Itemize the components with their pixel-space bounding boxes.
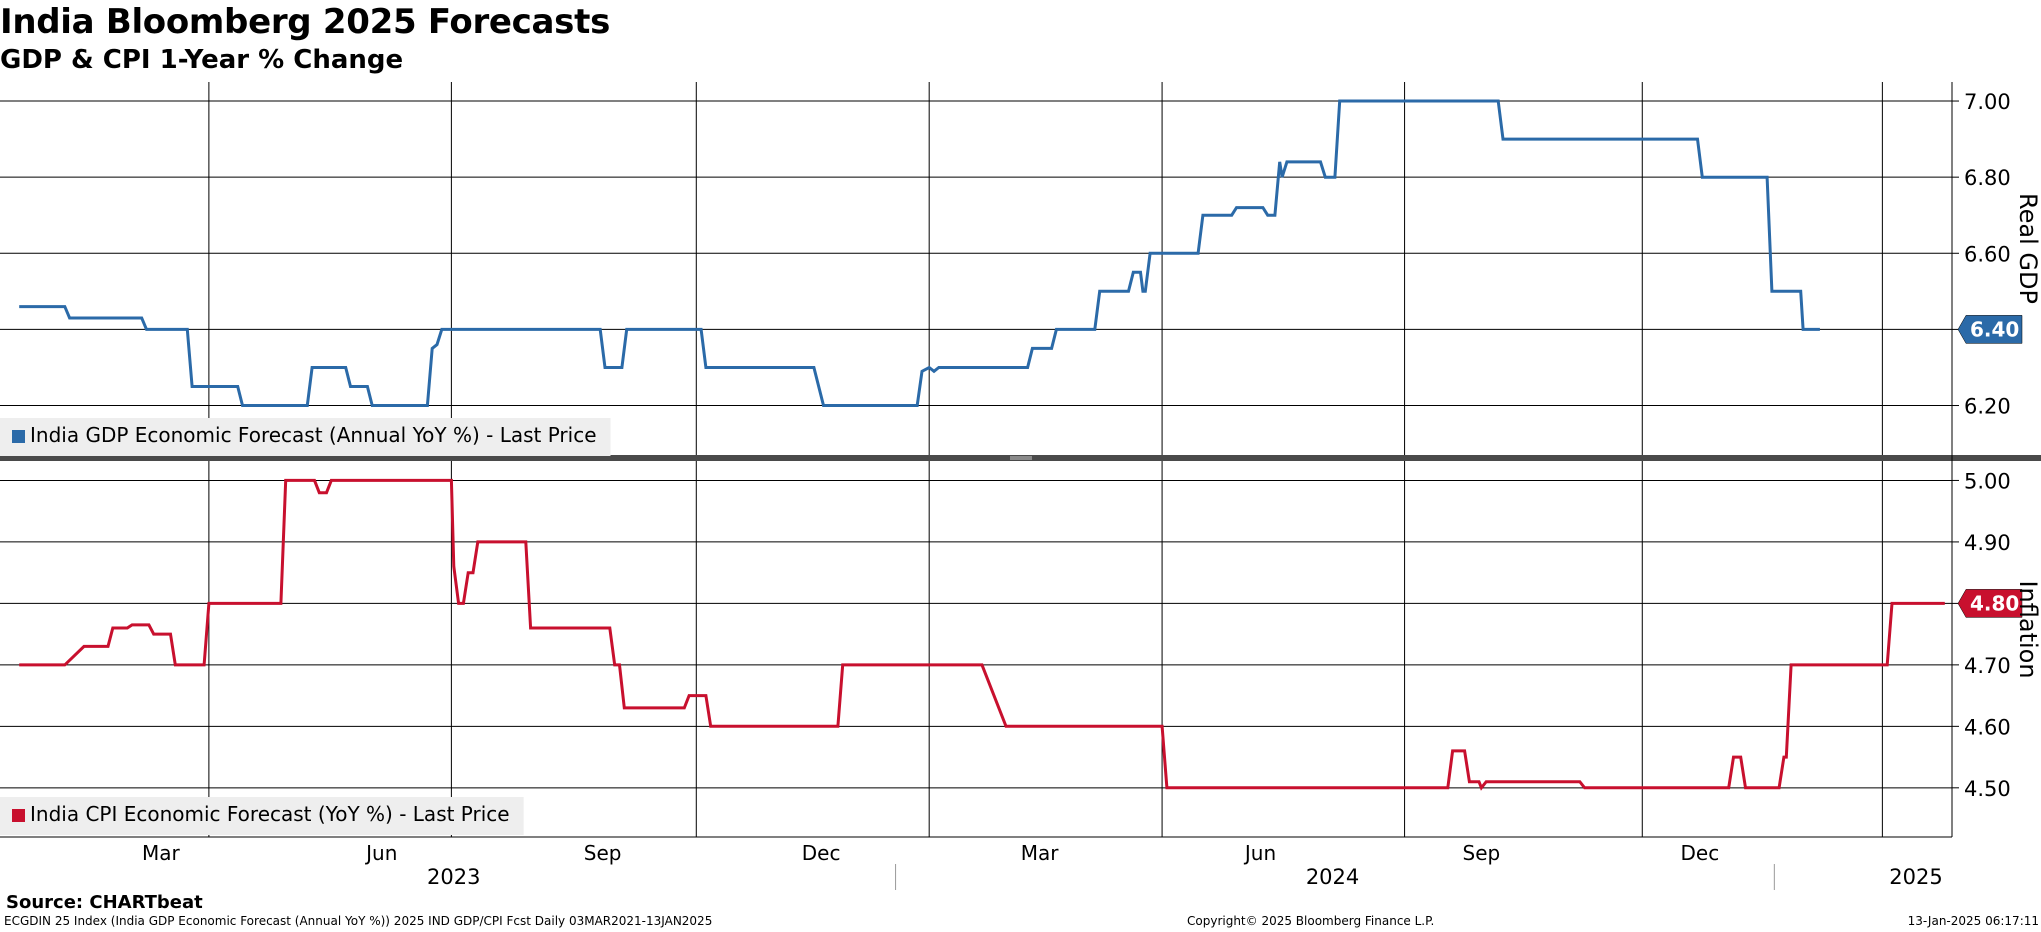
x-month-label-4: Mar (1021, 841, 1060, 865)
last-value-label-0: 6.40 (1970, 317, 2019, 341)
y-axis-title-0: Real GDP (2014, 193, 2041, 304)
legend-label-0: India GDP Economic Forecast (Annual YoY … (30, 423, 597, 447)
x-month-label-7: Dec (1681, 841, 1720, 865)
x-month-label-5: Jun (1243, 841, 1276, 865)
legend-swatch-0 (12, 430, 25, 443)
x-year-label-0: 2023 (427, 865, 480, 889)
legend-1: India CPI Economic Forecast (YoY %) - La… (0, 797, 524, 835)
x-month-label-3: Dec (802, 841, 841, 865)
last-value-badge-0 (1957, 315, 2023, 344)
legend-0: India GDP Economic Forecast (Annual YoY … (0, 418, 611, 456)
series-line-0-0 (19, 99, 1820, 407)
y-tick-label-1-4: 4.90 (1964, 531, 2011, 555)
source-note: Source: CHARTbeat (6, 892, 203, 913)
y-tick-label-1-5: 5.00 (1964, 469, 2011, 493)
y-tick-label-0-4: 7.00 (1964, 90, 2011, 114)
x-year-label-1: 2024 (1306, 865, 1359, 889)
legend-swatch-1 (12, 809, 25, 822)
panel-divider-handle (1010, 456, 1032, 460)
footer-description: ECGDIN 25 Index (India GDP Economic Fore… (4, 914, 713, 928)
legend-background-0 (0, 418, 611, 456)
x-month-label-2: Sep (584, 841, 622, 865)
legend-background-1 (0, 797, 524, 835)
y-tick-label-0-0: 6.20 (1964, 395, 2011, 419)
x-month-label-1: Jun (364, 841, 397, 865)
footer-copyright: Copyright© 2025 Bloomberg Finance L.P. (1187, 914, 1435, 928)
legend-label-1: India CPI Economic Forecast (YoY %) - La… (30, 802, 510, 826)
y-tick-label-1-0: 4.50 (1964, 777, 2011, 801)
chart-subtitle: GDP & CPI 1-Year % Change (0, 45, 404, 75)
x-month-label-0: Mar (142, 841, 181, 865)
chart-title: India Bloomberg 2025 Forecasts (0, 2, 611, 42)
y-tick-label-0-2: 6.60 (1964, 242, 2011, 266)
last-value-badge-1 (1957, 589, 2023, 618)
legends: India GDP Economic Forecast (Annual YoY … (0, 418, 611, 835)
y-axis-title-1: Inflation (2014, 580, 2041, 678)
x-year-label-2: 2025 (1889, 865, 1942, 889)
last-value-label-1: 4.80 (1970, 591, 2019, 615)
y-tick-label-1-1: 4.60 (1964, 715, 2011, 739)
series-lines (19, 99, 1945, 791)
y-tick-label-0-3: 6.80 (1964, 166, 2011, 190)
x-month-label-6: Sep (1463, 841, 1501, 865)
y-tick-label-1-2: 4.70 (1964, 654, 2011, 678)
footer-timestamp: 13-Jan-2025 06:17:11 (1907, 914, 2039, 928)
series-line-1-0 (19, 478, 1945, 791)
